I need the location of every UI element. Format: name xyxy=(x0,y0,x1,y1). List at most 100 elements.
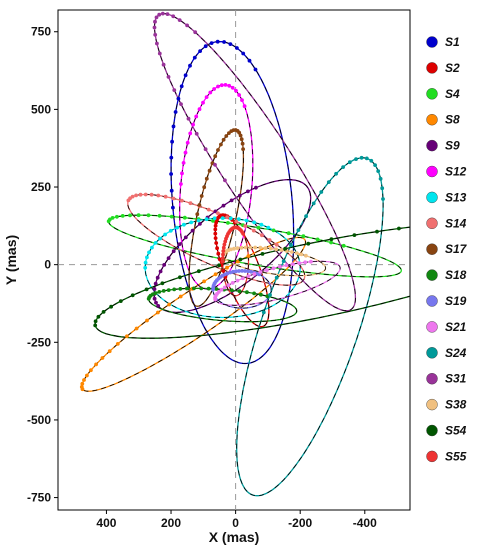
observation-point xyxy=(248,245,253,250)
observation-point xyxy=(217,263,222,268)
observation-point xyxy=(155,275,160,280)
observation-point xyxy=(120,214,125,218)
observation-point xyxy=(101,310,106,314)
observation-point xyxy=(224,134,229,138)
observation-point xyxy=(354,157,358,162)
observation-point xyxy=(136,213,141,218)
observation-point xyxy=(166,256,171,260)
observation-point xyxy=(219,287,224,292)
observation-point xyxy=(246,189,250,194)
observation-point xyxy=(291,262,295,266)
observation-point xyxy=(213,272,218,277)
legend-marker xyxy=(426,139,438,152)
observations-s4 xyxy=(106,213,346,248)
observation-point xyxy=(221,137,226,142)
observation-point xyxy=(169,214,174,219)
observation-point xyxy=(221,245,226,250)
observation-point xyxy=(198,222,202,226)
observation-point xyxy=(234,219,239,224)
observation-point xyxy=(143,265,148,270)
observation-point xyxy=(186,116,191,121)
observations-s54 xyxy=(93,226,401,328)
observation-point xyxy=(209,41,214,45)
y-tick-label: -750 xyxy=(27,491,51,505)
observation-point xyxy=(154,300,158,305)
observation-point xyxy=(177,242,182,247)
observation-point xyxy=(237,93,242,97)
observation-point xyxy=(149,192,154,197)
markers-layer xyxy=(79,11,401,392)
observation-point xyxy=(179,198,184,203)
observation-point xyxy=(274,275,279,280)
observation-point xyxy=(256,225,261,230)
observation-point xyxy=(306,241,311,246)
observations-s8 xyxy=(79,254,251,392)
observation-point xyxy=(183,150,188,155)
observation-point xyxy=(169,188,174,193)
observation-point xyxy=(341,243,346,248)
observation-point xyxy=(260,252,265,256)
observation-point xyxy=(237,193,242,198)
observation-point xyxy=(166,75,171,79)
observation-point xyxy=(243,269,248,273)
observation-point xyxy=(271,228,276,233)
y-tick-label: 750 xyxy=(31,25,51,39)
observation-point xyxy=(245,290,249,295)
observation-point xyxy=(166,288,171,292)
observation-point xyxy=(213,231,218,236)
observation-point xyxy=(259,292,263,297)
observation-point xyxy=(192,55,197,60)
observation-point xyxy=(161,62,166,67)
observation-point xyxy=(239,137,244,142)
observation-point xyxy=(265,268,269,272)
observation-point xyxy=(221,249,226,253)
observation-point xyxy=(152,296,157,301)
observation-point xyxy=(238,133,243,138)
observation-point xyxy=(267,238,272,242)
legend-marker xyxy=(426,373,438,385)
observation-point xyxy=(152,287,157,291)
observation-point xyxy=(96,314,101,319)
observation-point xyxy=(380,186,385,191)
observation-point xyxy=(359,155,364,160)
observation-point xyxy=(214,287,219,291)
observation-point xyxy=(326,180,331,185)
observation-point xyxy=(225,215,230,220)
observation-point xyxy=(130,293,135,298)
observation-point xyxy=(153,241,158,245)
observation-point xyxy=(237,269,241,273)
observation-point xyxy=(286,231,291,236)
observation-point xyxy=(216,251,221,256)
legend-marker xyxy=(426,450,438,463)
legend-item-s9: S9 xyxy=(426,139,460,153)
observation-point xyxy=(173,110,178,114)
observation-point xyxy=(227,83,232,88)
observation-point xyxy=(145,255,149,260)
legend-label: S17 xyxy=(445,242,468,256)
observation-point xyxy=(204,95,209,99)
observation-point xyxy=(364,156,369,161)
observation-point xyxy=(171,205,175,210)
legend-label: S1 xyxy=(445,35,460,49)
legend-marker xyxy=(426,62,438,74)
observation-point xyxy=(253,245,258,250)
observation-point xyxy=(199,286,204,291)
observations-s9 xyxy=(152,185,258,308)
x-tick-label: 400 xyxy=(96,516,116,530)
observation-point xyxy=(130,194,135,199)
observation-point xyxy=(201,100,205,105)
observation-point xyxy=(369,158,374,163)
x-tick-label: 200 xyxy=(161,516,181,530)
observation-point xyxy=(150,245,154,250)
legend-marker xyxy=(426,424,438,437)
legend-marker xyxy=(426,191,438,204)
observation-point xyxy=(154,15,159,20)
legend-label: S55 xyxy=(445,449,467,463)
legend-label: S14 xyxy=(445,216,467,230)
observation-point xyxy=(246,274,251,278)
observation-point xyxy=(237,130,242,135)
observation-point xyxy=(128,213,132,218)
observation-point xyxy=(202,185,207,190)
observation-point xyxy=(216,148,220,152)
legend-label: S31 xyxy=(445,372,467,386)
